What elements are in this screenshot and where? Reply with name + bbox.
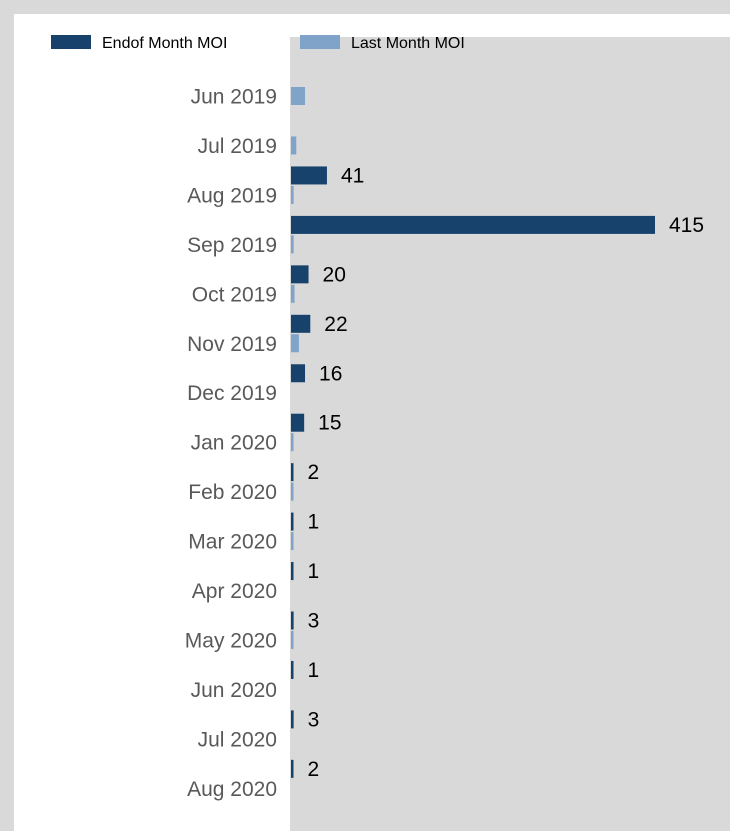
value-label-jun-2020: 3 [308,708,320,731]
category-label-apr-2020: Apr 2020 [192,580,277,603]
value-label-feb-2020: 1 [308,511,320,534]
category-label-aug-2020: Aug 2020 [187,778,277,801]
category-label-aug-2019: Aug 2019 [187,184,277,207]
legend-label-end-of-month: Endof Month MOI [102,35,227,52]
category-label-nov-2019: Nov 2019 [187,333,277,356]
category-label-jun-2020: Jun 2020 [191,679,277,702]
value-label-jan-2020: 2 [308,461,320,484]
legend: Endof Month MOI Last Month MOI [51,35,465,52]
bar-end-of-month-aug-2019 [291,215,655,234]
bar-last-month-may-2020 [291,630,294,649]
category-label-may-2020: May 2020 [185,629,277,652]
bar-end-of-month-oct-2019 [291,314,311,333]
legend-swatch-end-of-month [51,35,91,49]
category-label-oct-2019: Oct 2019 [192,283,277,306]
bar-last-month-sep-2019 [291,235,294,254]
category-label-sep-2019: Sep 2019 [187,234,277,257]
value-label-nov-2019: 16 [319,362,342,385]
value-label-sep-2019: 20 [323,263,346,286]
bar-end-of-month-feb-2020 [291,512,294,531]
category-label-jan-2020: Jan 2020 [191,432,277,455]
plot-area [290,37,730,831]
bar-last-month-feb-2020 [291,482,294,501]
value-label-oct-2019: 22 [324,313,347,336]
bar-last-month-mar-2020 [291,532,294,551]
value-label-aug-2019: 415 [669,214,704,237]
bar-chart: Endof Month MOI Last Month MOI Jun 2019J… [51,35,730,831]
bar-last-month-jan-2020 [291,433,294,452]
category-label-jul-2019: Jul 2019 [198,135,277,158]
bar-end-of-month-apr-2020 [291,611,294,630]
chart-frame: Endof Month MOI Last Month MOI Jun 2019 J… [14,14,730,831]
bar-end-of-month-jul-2020 [291,759,294,778]
bars [291,87,655,778]
bar-end-of-month-jun-2020 [291,710,294,729]
category-label-jul-2020: Jul 2020 [198,728,277,751]
category-axis: Jun 2019 Jul 2019 Aug 2019 Sep 2019 Oct 2019… [185,86,277,801]
value-labels: 41 415 20 22 16 15 2 1 1 3 1 3 2 [308,164,705,780]
bar-last-month-oct-2019 [291,284,295,303]
legend-swatch-last-month [300,35,340,49]
value-label-jul-2019: 41 [341,164,364,187]
category-label-jun-2019: Jun 2019 [191,86,277,109]
category-label-feb-2020: Feb 2020 [188,481,277,504]
bar-end-of-month-jul-2019 [291,166,327,185]
bar-last-month-jul-2019 [291,136,297,155]
bar-end-of-month-jan-2020 [291,463,294,482]
bar-last-month-nov-2019 [291,334,299,353]
bar-end-of-month-sep-2019 [291,265,309,284]
bar-end-of-month-mar-2020 [291,562,294,581]
legend-label-last-month: Last Month MOI [351,35,465,52]
bar-end-of-month-nov-2019 [291,364,306,383]
bar-last-month-aug-2019 [291,185,294,204]
bar-end-of-month-dec-2019 [291,413,305,432]
category-label-mar-2020: Mar 2020 [188,531,277,554]
bar-last-month-jun-2019 [291,87,306,105]
value-label-jul-2020: 2 [308,758,320,781]
value-label-mar-2020: 1 [308,560,320,583]
value-label-apr-2020: 3 [308,610,320,633]
category-label-dec-2019: Dec 2019 [187,382,277,405]
value-label-may-2020: 1 [308,659,320,682]
value-label-dec-2019: 15 [318,412,341,435]
bar-end-of-month-may-2020 [291,660,294,679]
